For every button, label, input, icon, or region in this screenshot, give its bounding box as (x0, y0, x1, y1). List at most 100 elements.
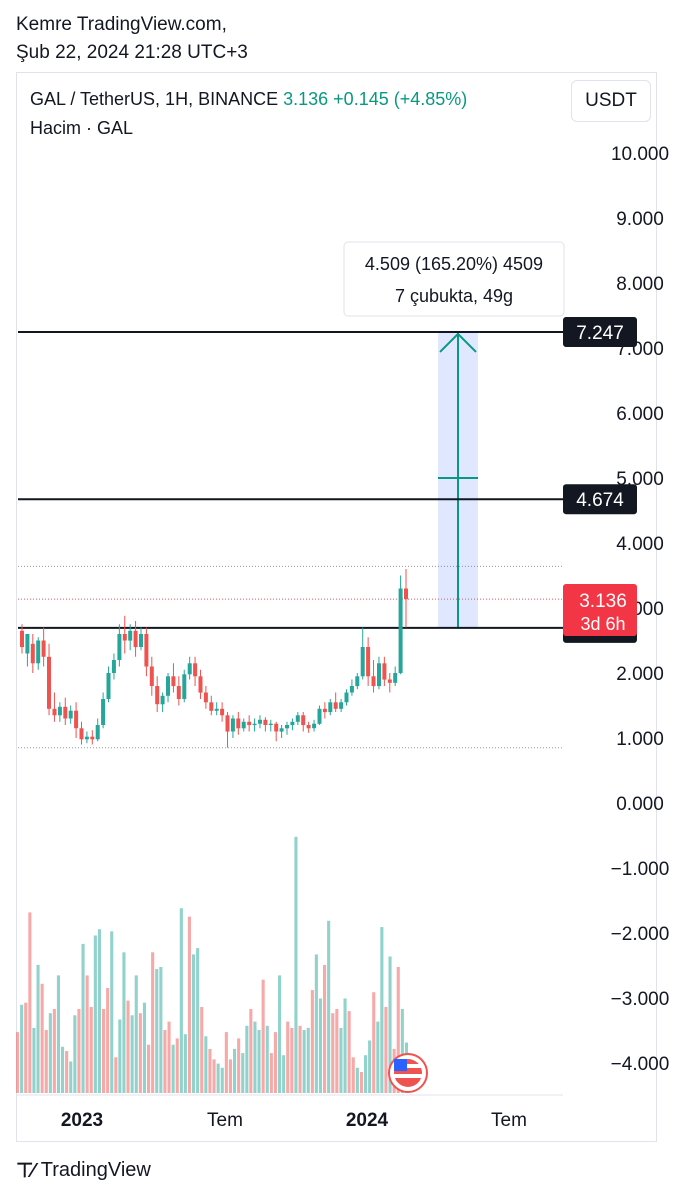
y-axis-tick-label: 8.000 (616, 274, 664, 295)
candle-body (301, 715, 306, 726)
candle-body (149, 666, 154, 686)
candle-body (258, 719, 262, 724)
volume-bar (265, 1025, 269, 1093)
volume-bar (318, 998, 322, 1093)
candle-body (74, 710, 79, 729)
volume-bar (126, 1000, 130, 1093)
volume-bar (183, 1034, 187, 1093)
candle-body (133, 630, 138, 648)
us-flag-icon (388, 1053, 428, 1093)
volume-bar (151, 952, 155, 1093)
volume-bar (187, 916, 191, 1093)
candle-body (90, 736, 95, 740)
flag-canton (394, 1059, 407, 1071)
volume-bar (73, 1015, 77, 1093)
volume-bar (208, 1048, 212, 1093)
volume-bar (192, 954, 196, 1093)
candle-body (20, 630, 24, 648)
y-axis-tick-label: 4.000 (616, 534, 664, 555)
candle-body (203, 692, 208, 703)
volume-bar (286, 1021, 290, 1093)
candle-body (155, 686, 160, 705)
volume-bar (253, 1021, 257, 1093)
volume-bar (102, 1009, 106, 1093)
volume-bar (56, 975, 60, 1093)
volume-bar (52, 1009, 56, 1093)
candles (20, 569, 408, 748)
candle-body (366, 647, 371, 677)
candle-body (306, 725, 311, 729)
symbol-name[interactable]: GAL / TetherUS, 1H, BINANCE (30, 89, 279, 109)
price-change: +0.145 (+4.85%) (333, 89, 468, 109)
volume-bar (134, 975, 138, 1093)
last-price: 3.136 (283, 89, 329, 109)
volume-bar (16, 1032, 20, 1093)
volume-bar (282, 1055, 286, 1093)
volume-bar (364, 1055, 368, 1093)
volume-bar (130, 1015, 134, 1093)
volume-legend[interactable]: Hacim · GAL (30, 118, 134, 138)
volume-bar (93, 935, 97, 1093)
candle-body (387, 679, 392, 683)
y-axis-tick-label: −2.000 (611, 924, 670, 945)
volume-bar (77, 1009, 81, 1093)
measure-label-line1: 4.509 (165.20%) 4509 (365, 254, 543, 274)
volume-bar (118, 1019, 122, 1093)
volume-bar (269, 1053, 273, 1093)
candle-body (128, 630, 133, 641)
volume-bar (290, 1027, 294, 1093)
candle-body (274, 723, 279, 732)
volume-bar (241, 1053, 245, 1093)
volume-bar (147, 1044, 151, 1093)
chart-frame (16, 72, 657, 1142)
watermark-author: Kemre TradingView.com, (16, 14, 227, 35)
volume-bar (196, 948, 200, 1093)
volume-bar (167, 1021, 171, 1093)
tradingview-logo: ⊤⁄ TradingView (16, 1158, 151, 1183)
volume-bar (200, 1006, 204, 1093)
candle-body (241, 721, 246, 729)
x-axis-tick-label: 2024 (346, 1110, 389, 1131)
volume-bar (110, 931, 114, 1093)
volume-bar (249, 1009, 253, 1093)
candle-body (371, 676, 376, 687)
candle-body (209, 702, 214, 711)
volume-bar (257, 1030, 261, 1093)
y-axis-tick-label: 0.000 (616, 794, 664, 815)
volume-bar (261, 979, 265, 1093)
volume-bar (368, 1040, 372, 1093)
level-price-tag-text: 4.674 (576, 490, 624, 511)
volume-bar (396, 967, 400, 1093)
volume-bar (228, 1059, 232, 1093)
volume-bar (380, 927, 384, 1093)
candle-body (290, 721, 295, 726)
candle-body (101, 699, 106, 725)
volume-bar (323, 964, 327, 1093)
volume-bars (16, 836, 408, 1093)
candle-body (398, 588, 403, 673)
tradingview-logo-icon: ⊤⁄ (16, 1160, 35, 1182)
volume-bar (372, 992, 376, 1093)
candle-body (166, 676, 170, 696)
y-axis-tick-label: −4.000 (611, 1054, 670, 1075)
volume-bar (36, 964, 40, 1093)
measure-label-box (343, 241, 565, 317)
y-axis-tick-label: 6.000 (616, 404, 664, 425)
volume-bar (237, 1038, 241, 1093)
volume-bar (171, 1044, 175, 1093)
volume-bar (61, 1046, 65, 1093)
volume-bar (163, 1030, 167, 1093)
currency-button[interactable]: USDT (571, 80, 651, 122)
last-price-tag-value: 3.136 (579, 591, 627, 612)
volume-bar (224, 1032, 228, 1093)
candle-body (160, 695, 165, 705)
flag-white-stripe (394, 1064, 422, 1068)
candle-body (349, 686, 354, 693)
candle-body (295, 715, 300, 722)
level-price-tag (563, 316, 637, 347)
candle-body (328, 702, 333, 713)
candle-body (111, 660, 116, 673)
volume-bar (175, 1038, 179, 1093)
candle-body (57, 706, 62, 716)
